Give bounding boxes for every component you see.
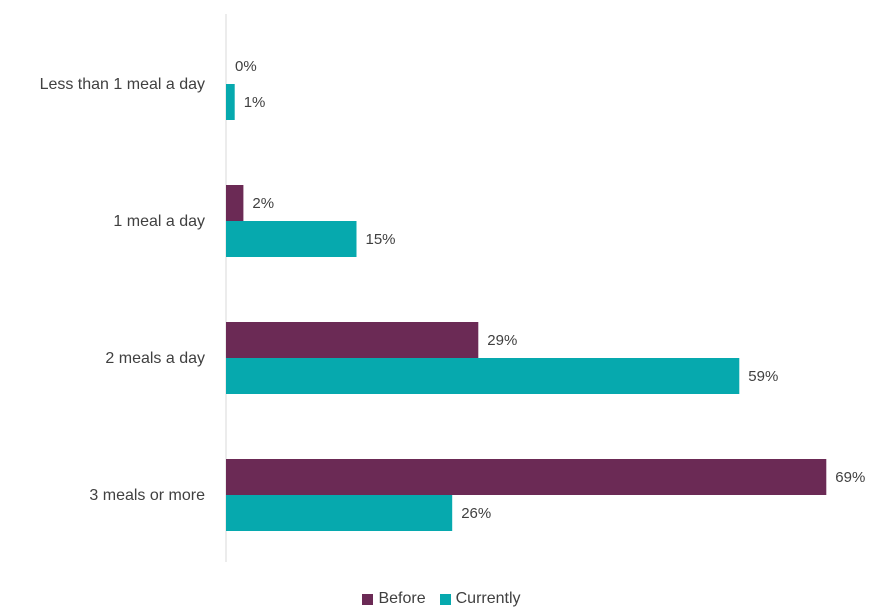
data-label-before: 69%: [835, 469, 865, 486]
legend: Before Currently: [0, 590, 883, 608]
chart: Less than 1 meal a day 0% 1% 1 meal a day 2%…: [40, 14, 865, 562]
data-label-currently: 1%: [244, 94, 266, 111]
legend-swatch-currently: [439, 593, 451, 605]
category-label: 3 meals or more: [89, 487, 205, 504]
bars-group: Less than 1 meal a day 0% 1% 1 meal a day 2%…: [40, 58, 865, 531]
category-label: 1 meal a day: [113, 213, 205, 230]
bar-currently: [226, 358, 740, 394]
bar-before: [226, 459, 827, 495]
data-label-before: 29%: [487, 332, 517, 349]
legend-item-before: Before: [362, 590, 426, 608]
legend-label-before: Before: [378, 590, 426, 607]
bar-currently: [226, 495, 453, 531]
legend-swatch-before: [362, 593, 374, 605]
bar-before: [226, 185, 244, 221]
data-label-currently: 15%: [366, 231, 396, 248]
bar-before: [226, 322, 479, 358]
data-label-before: 0%: [235, 58, 257, 75]
category-label: Less than 1 meal a day: [40, 76, 205, 93]
data-label-before: 2%: [252, 195, 274, 212]
legend-label-currently: Currently: [455, 590, 521, 607]
legend-item-currently: Currently: [439, 590, 521, 608]
category-label: 2 meals a day: [105, 350, 205, 367]
data-label-currently: 59%: [748, 368, 778, 385]
bar-currently: [226, 84, 235, 120]
data-label-currently: 26%: [461, 505, 491, 522]
bar-currently: [226, 221, 357, 257]
